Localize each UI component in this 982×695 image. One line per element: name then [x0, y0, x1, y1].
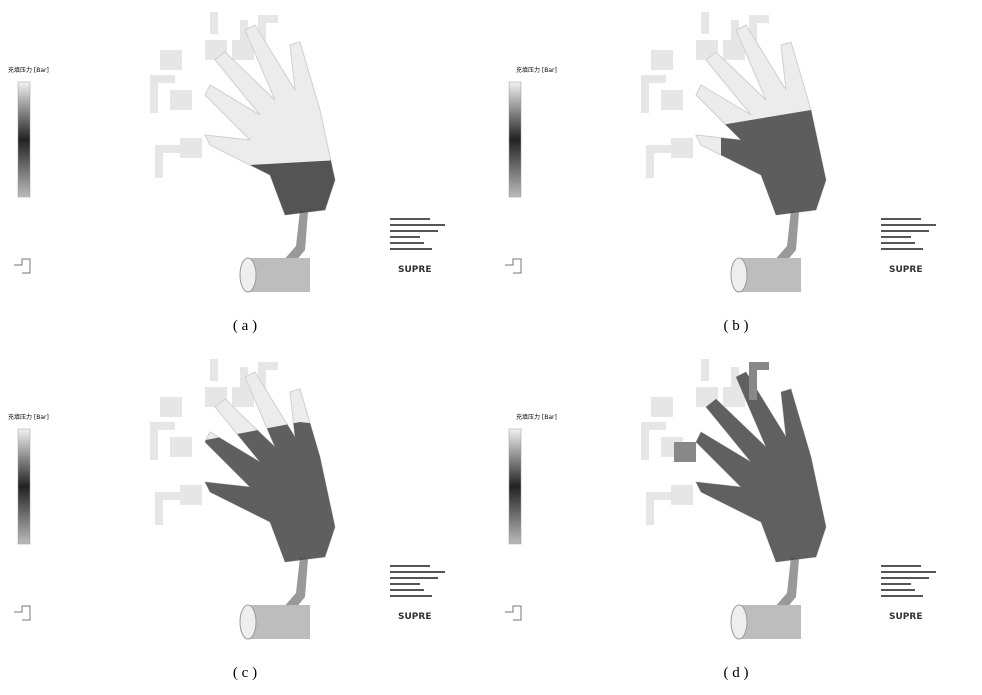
figure: 充填压力 [Bar] SUPRE ( a ) 充填压力 [Bar] SUPRE …: [0, 0, 982, 695]
panel-label: ( c ): [233, 665, 257, 681]
logo: SUPRE: [889, 612, 922, 622]
logo: SUPRE: [398, 612, 431, 622]
panel: 充填压力 [Bar] SUPRE ( d ): [505, 359, 936, 681]
panel: 充填压力 [Bar] SUPRE ( a ): [8, 12, 445, 334]
logo: SUPRE: [889, 265, 922, 275]
panel-label: ( b ): [724, 318, 749, 334]
logo: SUPRE: [398, 265, 431, 275]
legend-title: 充填压力 [Bar]: [8, 66, 49, 74]
panel-label: ( d ): [724, 665, 749, 681]
legend-title: 充填压力 [Bar]: [8, 413, 49, 421]
panel: 充填压力 [Bar] SUPRE ( b ): [505, 12, 936, 334]
legend-title: 充填压力 [Bar]: [516, 66, 557, 74]
panel: 充填压力 [Bar] SUPRE ( c ): [8, 359, 445, 681]
legend-title: 充填压力 [Bar]: [516, 413, 557, 421]
panel-label: ( a ): [233, 318, 257, 334]
